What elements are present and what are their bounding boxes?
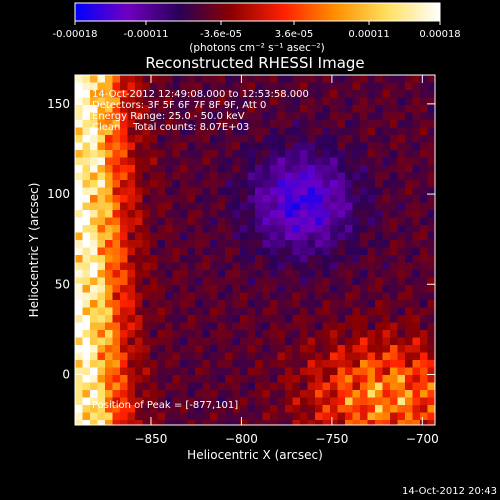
colorbar-tick-label: 0.00018 [419, 29, 460, 40]
chart-title: Reconstructed RHESSI Image [145, 54, 364, 72]
y-axis-label: Heliocentric Y (arcsec) [27, 183, 41, 318]
x-tick-label: −850 [134, 432, 167, 446]
colorbar-unit-label: (photons cm⁻² s⁻¹ asec⁻²) [189, 42, 324, 54]
annotation-clean-counts: Clean Total counts: 8.07E+03 [92, 122, 249, 133]
y-tick-label: 50 [55, 277, 70, 291]
colorbar-tick-label: -0.00011 [123, 29, 168, 40]
colorbar-tick-label: -0.00018 [53, 29, 98, 40]
annotation-detectors: Detectors: 3F 5F 6F 7F 8F 9F, Att 0 [92, 100, 266, 111]
axis-ticks: −850 −800 −750 −700 0 50 100 150 [47, 75, 439, 446]
colorbar [74, 2, 441, 22]
colorbar-tick-label: -3.6e-05 [200, 29, 242, 40]
x-tick-label: −700 [406, 432, 439, 446]
peak-position-label: Position of Peak = [-877,101] [92, 400, 238, 411]
annotation-energy-range: Energy Range: 25.0 - 50.0 keV [92, 111, 245, 122]
x-tick-label: −800 [225, 432, 258, 446]
y-tick-label: 0 [62, 367, 70, 381]
footer-timestamp: 14-Oct-2012 20:43 [402, 486, 497, 497]
colorbar-ticks: -0.00018 -0.00011 -3.6e-05 3.6e-05 0.00011 0.… [53, 21, 461, 40]
y-tick-label: 100 [47, 187, 70, 201]
x-axis-label: Heliocentric X (arcsec) [187, 448, 323, 462]
colorbar-tick-label: 0.00011 [348, 29, 389, 40]
colorbar-tick-label: 3.6e-05 [275, 29, 313, 40]
heatmap-image [75, 75, 435, 425]
plot-frame [74, 74, 436, 426]
x-tick-label: −750 [315, 432, 348, 446]
annotation-time-range: 14-Oct-2012 12:49:08.000 to 12:53:58.000 [92, 89, 309, 100]
y-tick-label: 150 [47, 97, 70, 111]
annotation-block: 14-Oct-2012 12:49:08.000 to 12:53:58.000… [92, 89, 309, 133]
